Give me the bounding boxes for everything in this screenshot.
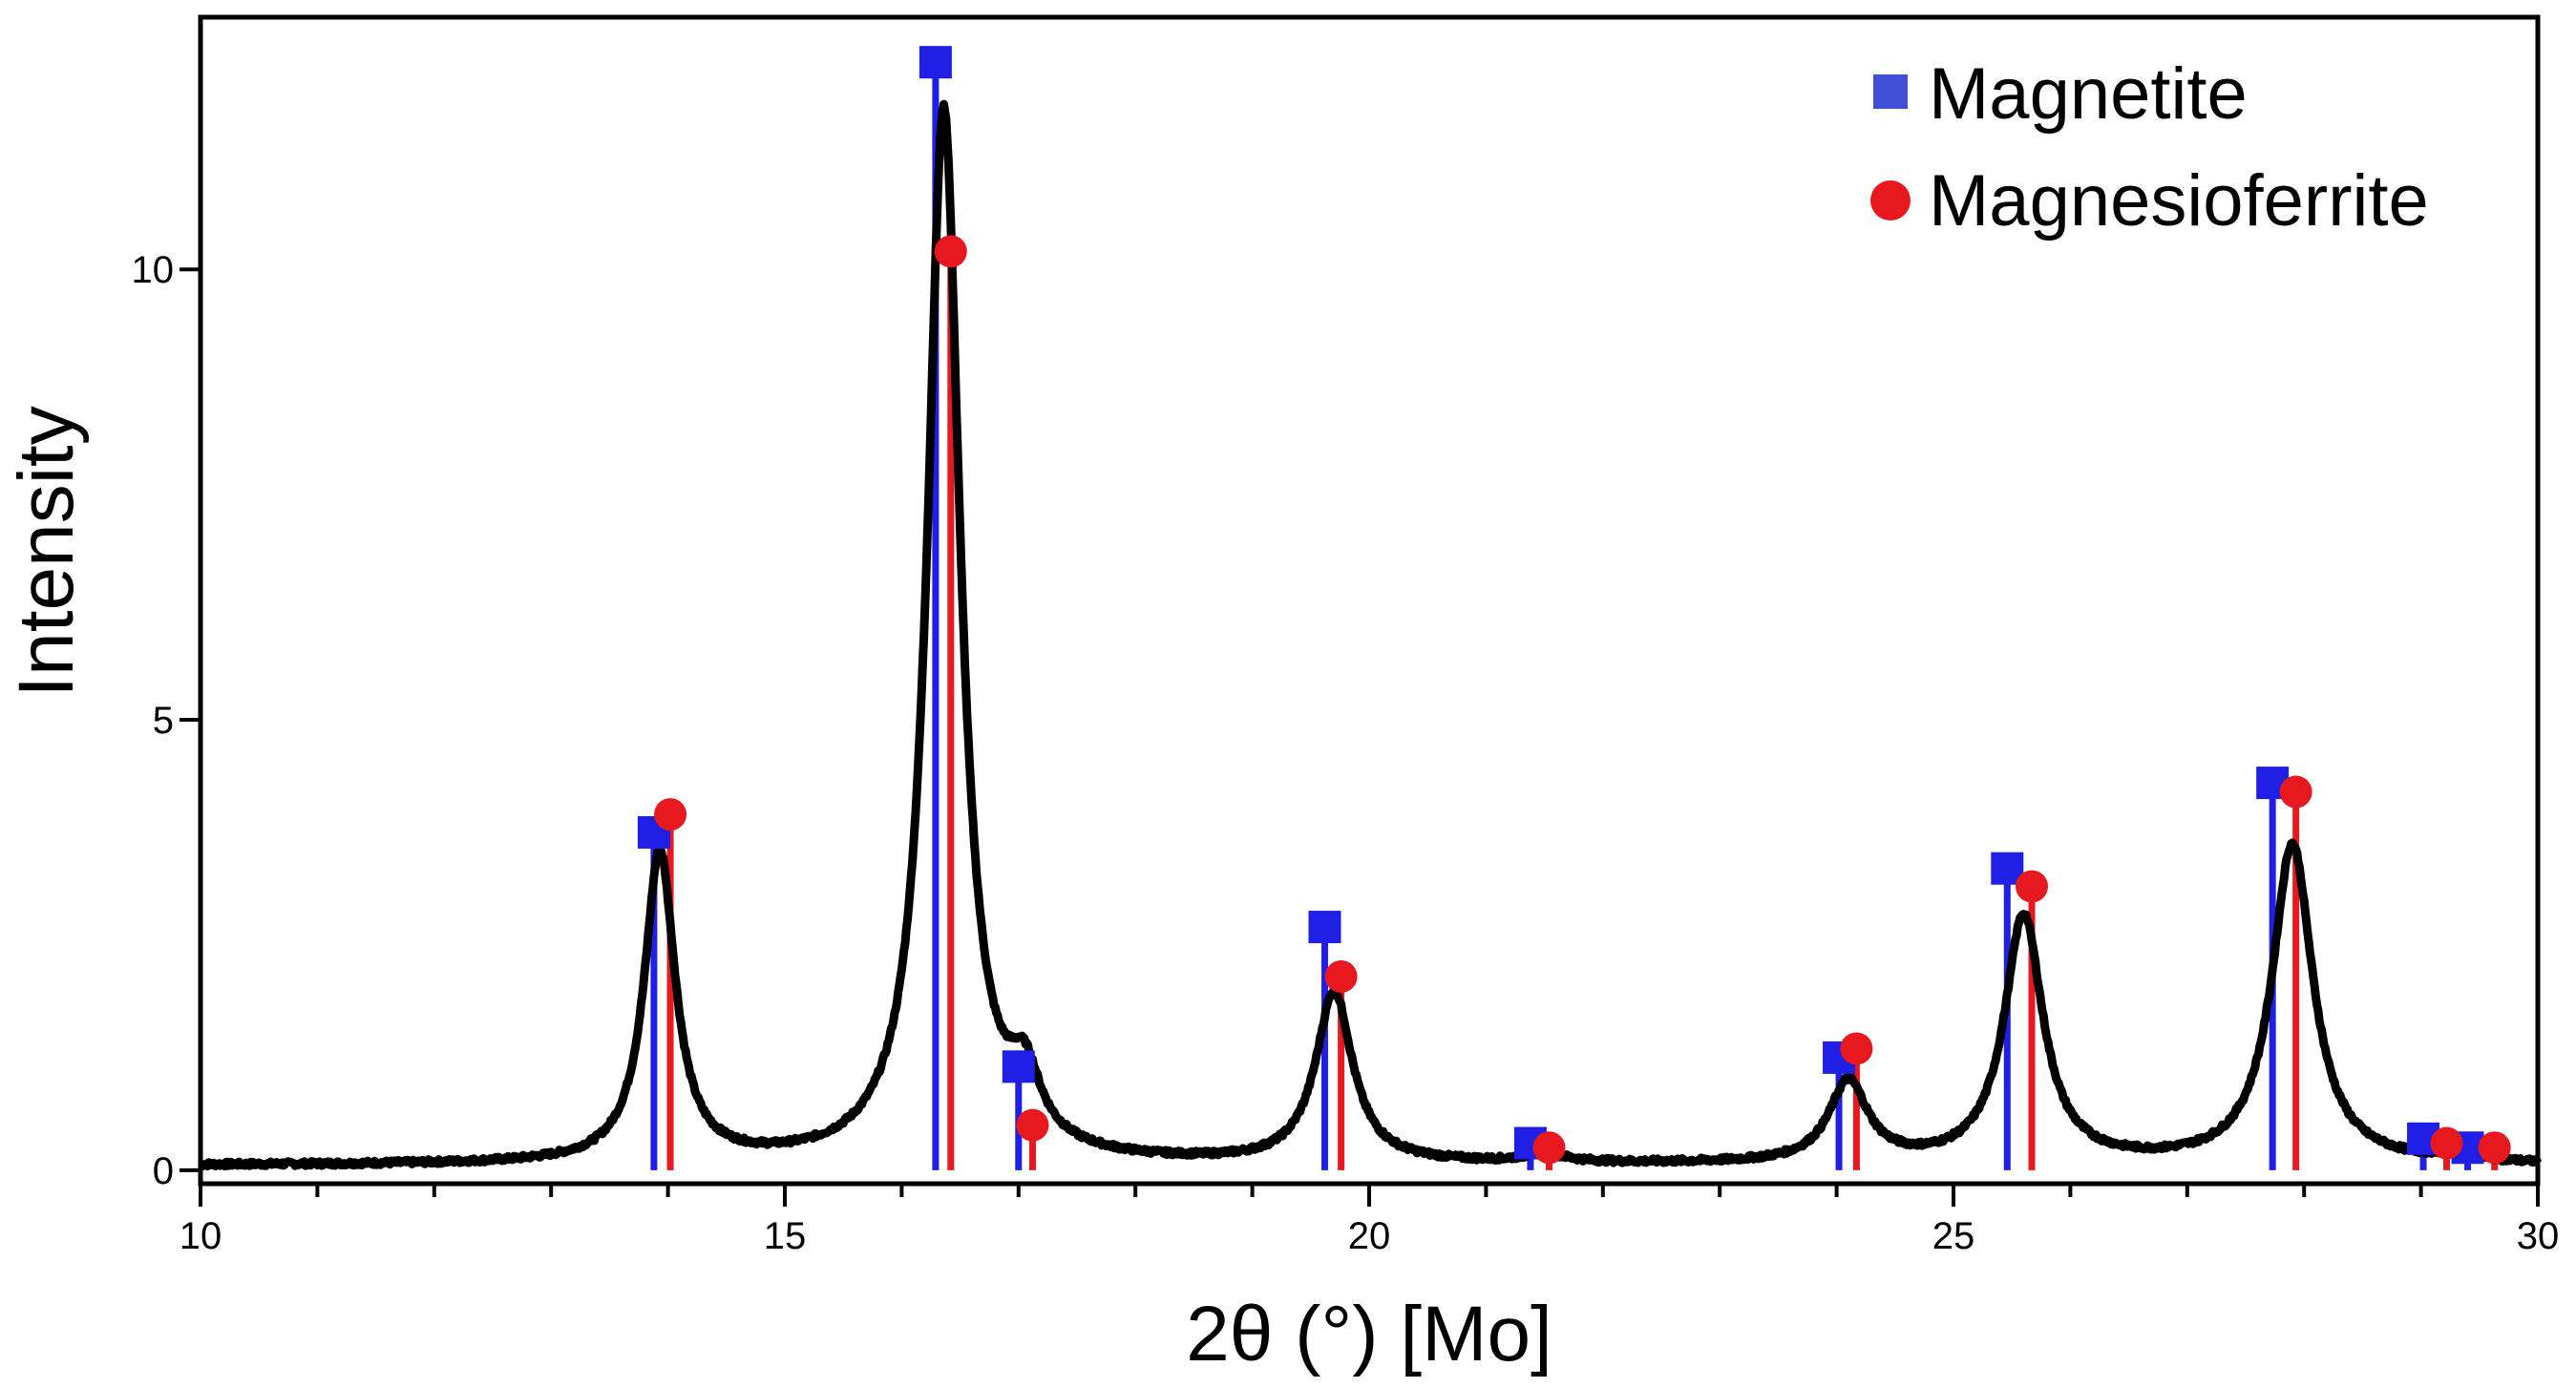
y-tick-label: 10 — [132, 249, 175, 291]
magnesioferrite-circle-marker — [2016, 870, 2049, 903]
magnetite-square-marker — [918, 46, 952, 79]
y-tick-label: 5 — [153, 700, 174, 742]
magnesioferrite-circle-marker — [1532, 1131, 1566, 1165]
magnesioferrite-circle-marker — [2430, 1126, 2463, 1160]
x-tick-label: 30 — [2517, 1215, 2560, 1257]
x-tick-labels: 10 15 20 25 30 — [179, 1215, 2560, 1257]
legend-marker-square-icon — [1873, 74, 1908, 109]
x-tick-label: 10 — [179, 1215, 222, 1257]
reference-markers — [637, 46, 2511, 1165]
x-tick-label: 20 — [1348, 1215, 1391, 1257]
y-axis-ticks — [179, 267, 201, 1172]
magnesioferrite-circle-marker — [2478, 1131, 2511, 1165]
magnesioferrite-circle-marker — [1324, 959, 1358, 993]
magnesioferrite-circle-marker — [1840, 1032, 1873, 1065]
x-tick-label: 15 — [764, 1215, 807, 1257]
y-axis-title: Intensity — [3, 406, 90, 697]
measured-pattern-line — [197, 99, 2543, 1171]
legend-marker-circle-icon — [1870, 180, 1911, 221]
magnesioferrite-circle-marker — [934, 235, 967, 268]
magnetite-square-marker — [1002, 1050, 1035, 1083]
y-tick-labels: 0 5 10 — [132, 249, 175, 1192]
magnesioferrite-circle-marker — [1016, 1108, 1049, 1142]
magnesioferrite-circle-marker — [654, 798, 687, 831]
legend-label-magnetite: Magnetite — [1929, 53, 2248, 135]
y-tick-label: 0 — [153, 1150, 174, 1192]
legend-label-magnesioferrite: Magnesioferrite — [1929, 160, 2429, 242]
legend: Magnetite Magnesioferrite — [1870, 53, 2429, 242]
x-tick-label: 25 — [1932, 1215, 1975, 1257]
magnesioferrite-circle-marker — [2279, 775, 2312, 809]
x-axis-ticks — [199, 1184, 2540, 1207]
magnetite-square-marker — [1308, 911, 1341, 944]
x-axis-title: 2θ (°) [Mo] — [1186, 1291, 1552, 1377]
